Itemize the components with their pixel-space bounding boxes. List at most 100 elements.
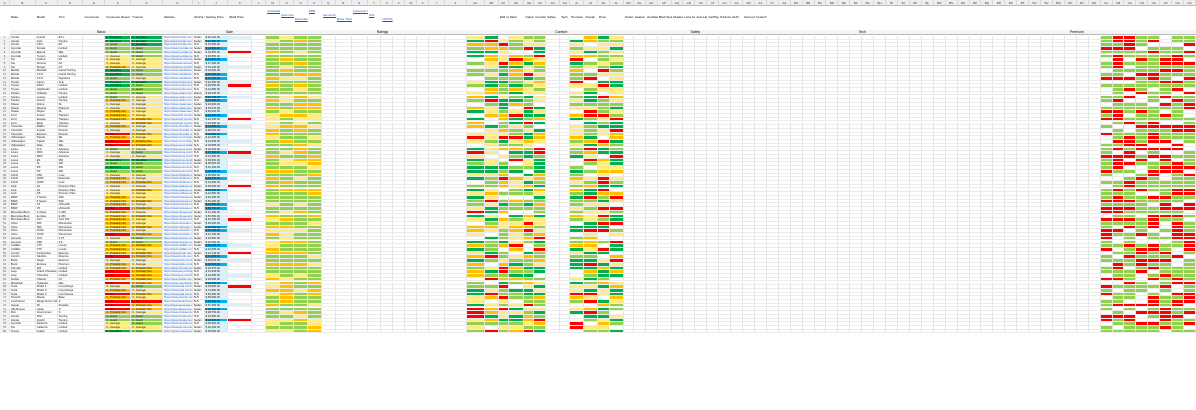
column-header-ad[interactable]: AD (508, 0, 525, 6)
data-cell[interactable] (335, 47, 352, 51)
column-header-bf[interactable]: BF (850, 0, 863, 6)
data-cell[interactable] (393, 43, 406, 48)
column-header-ay[interactable]: AY (766, 0, 779, 6)
header-link-0[interactable]: Autotrader (267, 10, 281, 13)
column-header-cg[interactable]: CG (1172, 0, 1185, 6)
column-header-au[interactable]: AU (719, 0, 732, 6)
column-header-bn[interactable]: BN (945, 0, 958, 6)
column-header-cb[interactable]: CB (1112, 0, 1125, 6)
column-header-ca[interactable]: CA (1100, 0, 1113, 6)
data-cell[interactable] (393, 47, 406, 51)
column-header-h[interactable]: H (162, 0, 193, 6)
column-header-bj[interactable]: BJ (897, 0, 910, 6)
column-header-bs[interactable]: BS (1005, 0, 1018, 6)
column-header-s[interactable]: S (351, 0, 368, 6)
column-header-aw[interactable]: AW (743, 0, 755, 6)
column-header-bc[interactable]: BC (814, 0, 827, 6)
column-header-ba[interactable]: BA (790, 0, 803, 6)
column-header-an[interactable]: AN (633, 0, 646, 6)
data-cell[interactable] (351, 47, 368, 51)
column-header-cf[interactable]: CF (1160, 0, 1173, 6)
column-header-u[interactable]: U (381, 0, 394, 6)
column-header-a[interactable]: A (0, 0, 10, 6)
data-cell[interactable] (351, 50, 368, 55)
column-header-e[interactable]: E (83, 0, 106, 6)
column-header-bq[interactable]: BQ (981, 0, 994, 6)
column-header-bt[interactable]: BT (1017, 0, 1030, 6)
column-header-ag[interactable]: AG (546, 0, 561, 6)
data-cell[interactable] (321, 43, 336, 48)
data-cell[interactable] (351, 36, 368, 40)
table-row[interactable]: 3 Honda CR-V EX 4 - Good 5 - Excellent https:/… (0, 43, 1196, 48)
column-header-az[interactable]: AZ (778, 0, 791, 6)
column-header-ae[interactable]: AE (524, 0, 535, 6)
table-row[interactable]: 2 Honda Civic Touring 5 - Excellent 5 - Excel… (0, 39, 1196, 44)
column-header-y[interactable]: Y (429, 0, 446, 6)
data-cell[interactable] (335, 43, 352, 48)
column-header-t[interactable]: T (367, 0, 382, 6)
website-link[interactable]: https://www.honda.com/civic (162, 39, 193, 44)
column-header-v[interactable]: V (393, 0, 406, 6)
website-link[interactable]: https://www.honda.com/accord (162, 36, 193, 40)
column-header-ah[interactable]: AH (560, 0, 571, 6)
column-header-ch[interactable]: CH (1184, 0, 1196, 6)
column-header-al[interactable]: AL (609, 0, 624, 6)
column-header-ao[interactable]: AO (645, 0, 658, 6)
data-cell[interactable] (321, 47, 336, 51)
column-header-x[interactable]: X (417, 0, 430, 6)
column-header-ai[interactable]: AI (570, 0, 585, 6)
column-header-at[interactable]: AT (707, 0, 720, 6)
column-header-ab[interactable]: AB (484, 0, 499, 6)
column-header-by[interactable]: BY (1076, 0, 1089, 6)
column-header-z[interactable]: Z (445, 0, 467, 6)
data-cell[interactable] (335, 50, 352, 55)
header-link-8[interactable]: NHTSA (382, 18, 393, 21)
column-header-w[interactable]: W (405, 0, 418, 6)
table-row[interactable]: 4 Hyundai Sonata Limited 4 - Good 4 - Good htt… (0, 47, 1196, 51)
column-header-o[interactable]: O (294, 0, 308, 6)
column-header-ce[interactable]: CE (1148, 0, 1161, 6)
data-cell[interactable] (405, 39, 418, 44)
header-link-5[interactable]: Motor Trend (336, 18, 352, 21)
column-header-n[interactable]: N (280, 0, 295, 6)
data-cell[interactable] (367, 39, 382, 44)
column-header-aq[interactable]: AQ (671, 0, 684, 6)
column-header-bm[interactable]: BM (933, 0, 946, 6)
header-link-4[interactable]: Car and Driver (322, 14, 336, 17)
column-header-bh[interactable]: BH (874, 0, 887, 6)
data-cell[interactable] (393, 36, 406, 40)
column-header-aa[interactable]: AA (466, 0, 485, 6)
data-cell[interactable] (393, 39, 406, 44)
column-header-bz[interactable]: BZ (1088, 0, 1101, 6)
data-cell[interactable] (405, 50, 418, 55)
column-header-am[interactable]: AM (623, 0, 634, 6)
column-header-cd[interactable]: CD (1136, 0, 1149, 6)
column-header-ak[interactable]: AK (598, 0, 610, 6)
column-header-m[interactable]: M (266, 0, 281, 6)
column-header-cc[interactable]: CC (1124, 0, 1137, 6)
website-link[interactable]: https://www.hyundai.com/sonata (162, 47, 193, 51)
column-header-af[interactable]: AF (534, 0, 547, 6)
column-header-bu[interactable]: BU (1029, 0, 1042, 6)
header-link-3[interactable]: KBB (308, 10, 315, 13)
data-cell[interactable] (367, 50, 382, 55)
column-header-bg[interactable]: BG (862, 0, 875, 6)
column-header-l[interactable]: L (252, 0, 267, 6)
column-header-be[interactable]: BE (838, 0, 851, 6)
data-cell[interactable] (335, 36, 352, 40)
column-header-bw[interactable]: BW (1052, 0, 1065, 6)
data-cell[interactable] (405, 36, 418, 40)
column-header-i[interactable]: I (192, 0, 205, 6)
data-cell[interactable] (321, 39, 336, 44)
website-link[interactable]: https://www.hyundai.com/elantra (162, 50, 193, 55)
column-header-q[interactable]: Q (321, 0, 336, 6)
column-header-f[interactable]: F (105, 0, 132, 6)
column-header-av[interactable]: AV (731, 0, 744, 6)
data-cell[interactable] (321, 50, 336, 55)
data-cell[interactable] (381, 39, 394, 44)
data-cell[interactable] (335, 39, 352, 44)
column-header-bi[interactable]: BI (886, 0, 898, 6)
data-cell[interactable] (367, 47, 382, 51)
column-header-r[interactable]: R (335, 0, 352, 6)
